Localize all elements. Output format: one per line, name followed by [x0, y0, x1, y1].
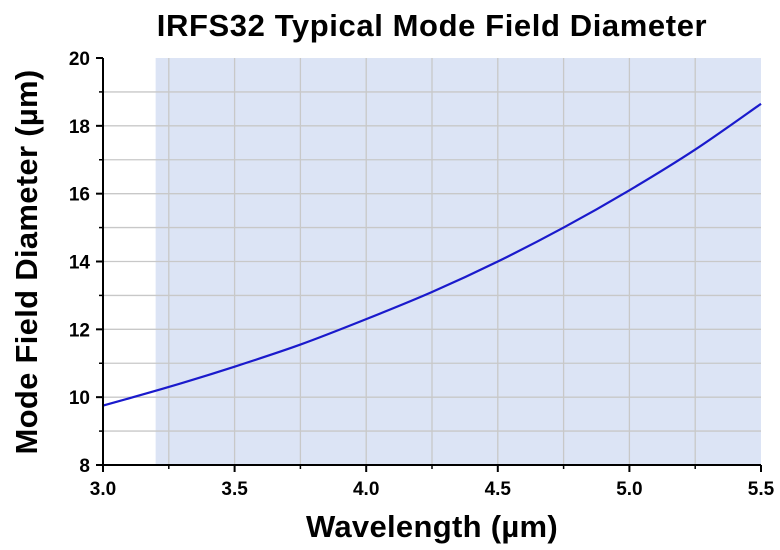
- chart-title: IRFS32 Typical Mode Field Diameter: [157, 8, 707, 43]
- grid-lines: [103, 58, 761, 465]
- x-tick-label: 3.0: [90, 479, 116, 500]
- axes: [96, 57, 762, 472]
- y-tick-label: 12: [69, 320, 90, 341]
- x-tick-label: 4.0: [353, 479, 379, 500]
- x-tick-label: 5.0: [616, 479, 642, 500]
- y-tick-label: 16: [69, 185, 90, 206]
- x-tick-label: 3.5: [221, 479, 248, 500]
- x-tick-label: 4.5: [485, 479, 512, 500]
- y-tick-label: 20: [69, 49, 90, 70]
- x-axis-label: Wavelength (µm): [306, 509, 558, 544]
- y-tick-label: 10: [69, 388, 90, 409]
- series-layer: [102, 102, 762, 407]
- y-tick-label: 14: [69, 253, 91, 274]
- x-tick-label: 5.5: [748, 479, 775, 500]
- y-axis-label: Mode Field Diameter (µm): [9, 69, 44, 454]
- series-line: [102, 102, 762, 407]
- y-tick-label: 8: [79, 456, 90, 477]
- y-tick-label: 18: [69, 117, 90, 138]
- tick-labels: 3.0 3.5 4.0 4.5 5.0 5.5 8 10 12 14 16 18 20: [69, 49, 775, 500]
